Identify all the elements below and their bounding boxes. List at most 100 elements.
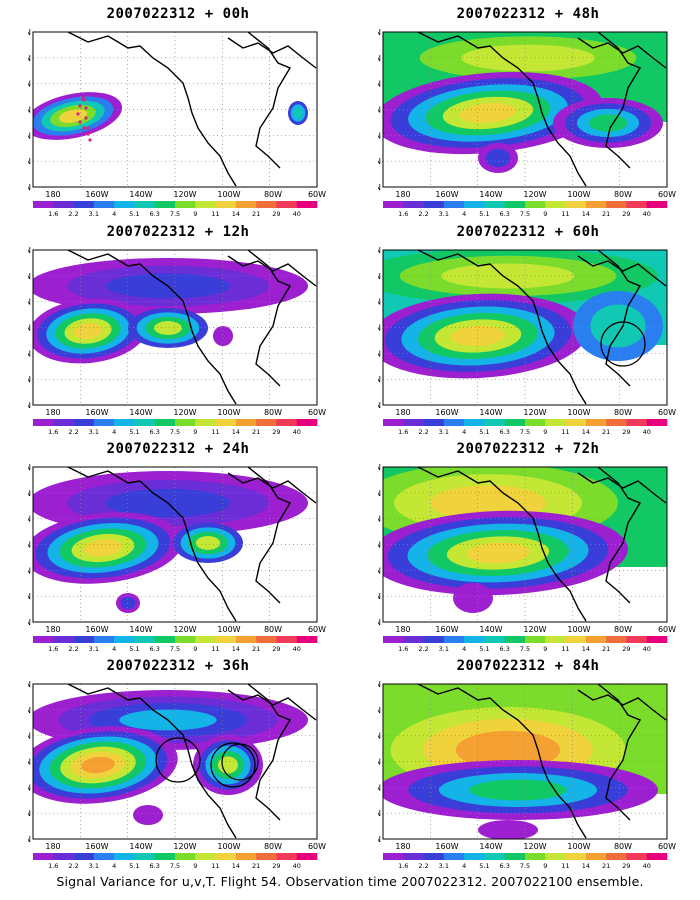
colorbar-label: 11 (211, 862, 219, 870)
colorbar-label: 4 (112, 645, 116, 653)
lat-tick-label: 30N (28, 783, 31, 792)
colorbar-label: 5.1 (129, 428, 139, 436)
colorbar-swatch (235, 201, 257, 208)
colorbar-label: 40 (643, 645, 651, 653)
colorbar-swatch (423, 636, 445, 643)
colorbar-swatch (525, 201, 546, 208)
colorbar-swatch (646, 201, 668, 208)
lon-tick-label: 80W (614, 190, 632, 199)
colorbar-swatch (235, 419, 257, 426)
colorbar-label: 14 (582, 210, 590, 218)
lon-tick-label: 140W (479, 190, 502, 199)
colorbar-label: 1.6 (398, 428, 408, 436)
colorbar-swatch (53, 419, 74, 426)
panel-title: 2007022312 + 48h (456, 6, 600, 22)
colorbar-swatch (443, 636, 465, 643)
colorbar-swatch (565, 201, 587, 208)
colorbar-label: 3.1 (439, 428, 449, 436)
colorbar-swatch (215, 419, 237, 426)
colorbar-label: 3.1 (89, 645, 99, 653)
lat-tick-label: 30N (378, 566, 381, 575)
colorbar-label: 2.2 (418, 428, 428, 436)
lat-tick-label: 30N (28, 131, 31, 140)
colorbar-swatch (423, 853, 445, 860)
colorbar-label: 7.5 (520, 428, 530, 436)
colorbar-swatch (585, 636, 607, 643)
lat-tick-label: 20N (28, 157, 31, 166)
colorbar-label: 9 (193, 210, 197, 218)
colorbar-label: 9 (543, 862, 547, 870)
colorbar-swatch (175, 419, 196, 426)
colorbar-swatch (525, 853, 546, 860)
lat-tick-label: 40N (378, 324, 381, 333)
colorbar-swatch (215, 201, 237, 208)
colorbar-label: 21 (602, 645, 610, 653)
colorbar-label: 4 (112, 210, 116, 218)
colorbar-label: 6.3 (150, 428, 160, 436)
colorbar-label: 14 (232, 862, 240, 870)
target-circle (600, 321, 646, 367)
colorbar-swatch (93, 853, 115, 860)
lon-tick-label: 160W (435, 842, 458, 851)
figure-caption: Signal Variance for u,v,T. Flight 54. Ob… (56, 874, 644, 889)
lon-tick-label: 80W (614, 625, 632, 634)
panel-36h: 2007022312 + 36h 70N 60N 50N 40N 30N 20N 10N 18… (28, 658, 328, 870)
lat-tick-label: 70N (28, 680, 31, 689)
colorbar-label: 2.2 (68, 862, 78, 870)
colorbar-label: 40 (293, 210, 301, 218)
lat-tick-label: 10N (378, 618, 381, 627)
colorbar-label: 29 (272, 210, 280, 218)
colorbar-swatch (195, 636, 216, 643)
colorbar-label: 1.6 (48, 428, 58, 436)
lat-tick-label: 50N (378, 298, 381, 307)
variance-map: 70N 60N 50N 40N 30N 20N 10N 180 160W 140W 120W 100W… (28, 463, 326, 653)
colorbar-swatch (626, 201, 648, 208)
colorbar-swatch (154, 201, 176, 208)
colorbar-label: 7.5 (520, 862, 530, 870)
colorbar-swatch (276, 853, 298, 860)
lat-tick-label: 40N (378, 758, 381, 767)
lon-tick-label: 120W (173, 625, 196, 634)
lat-tick-label: 40N (378, 106, 381, 115)
lon-tick-label: 180 (395, 190, 410, 199)
variance-map: 70N 60N 50N 40N 30N 20N 10N 180 160W 140W 120W 100W… (28, 680, 326, 870)
colorbar-label: 21 (252, 210, 260, 218)
lat-tick-label: 30N (378, 131, 381, 140)
colorbar-label: 21 (252, 645, 260, 653)
lon-tick-label: 160W (435, 625, 458, 634)
lat-tick-label: 10N (28, 401, 31, 410)
lat-tick-label: 60N (28, 489, 31, 498)
colorbar-swatch (114, 853, 135, 860)
lon-tick-label: 120W (523, 625, 546, 634)
colorbar-swatch (565, 853, 587, 860)
colorbar-label: 14 (232, 210, 240, 218)
colorbar-swatch (484, 201, 506, 208)
colorbar-label: 11 (561, 210, 569, 218)
lon-tick-label: 160W (85, 408, 108, 417)
colorbar-swatch (565, 636, 587, 643)
colorbar-swatch (626, 853, 648, 860)
lon-tick-label: 180 (45, 190, 60, 199)
lat-tick-label: 20N (378, 592, 381, 601)
colorbar-swatch (73, 853, 95, 860)
colorbar-label: 29 (272, 862, 280, 870)
colorbar-swatch (53, 201, 74, 208)
lon-tick-label: 160W (85, 842, 108, 851)
colorbar-swatch (235, 853, 257, 860)
colorbar-label: 29 (272, 645, 280, 653)
variance-map: 70N 60N 50N 40N 30N 20N 10N 180 160W 140W 120W 100W… (378, 463, 676, 653)
colorbar-label: 4 (462, 428, 466, 436)
lat-tick-label: 10N (28, 618, 31, 627)
colorbar-swatch (114, 201, 135, 208)
colorbar-label: 6.3 (150, 645, 160, 653)
colorbar-label: 2.2 (68, 428, 78, 436)
lon-tick-label: 100W (217, 625, 240, 634)
colorbar-label: 11 (561, 862, 569, 870)
colorbar-swatch (585, 419, 607, 426)
variance-map: 70N 60N 50N 40N 30N 20N 10N 180 160W 140W 120W 100W… (378, 680, 676, 870)
lat-tick-label: 30N (378, 783, 381, 792)
lat-tick-label: 20N (28, 809, 31, 818)
colorbar-label: 11 (211, 645, 219, 653)
lat-tick-label: 40N (28, 106, 31, 115)
colorbar-label: 40 (293, 645, 301, 653)
